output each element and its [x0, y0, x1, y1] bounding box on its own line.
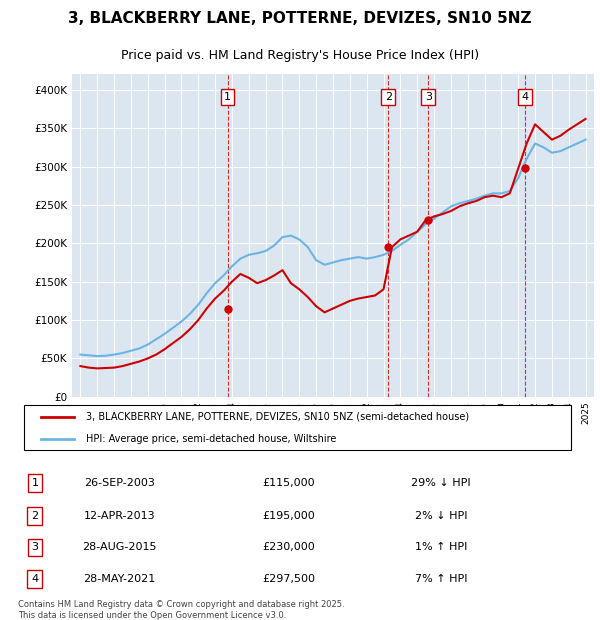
- Text: 12-APR-2013: 12-APR-2013: [84, 511, 155, 521]
- Text: £297,500: £297,500: [262, 574, 315, 584]
- Text: 2: 2: [385, 92, 392, 102]
- Text: 3, BLACKBERRY LANE, POTTERNE, DEVIZES, SN10 5NZ (semi-detached house): 3, BLACKBERRY LANE, POTTERNE, DEVIZES, S…: [86, 412, 469, 422]
- Text: 3: 3: [31, 542, 38, 552]
- Text: 4: 4: [521, 92, 529, 102]
- Text: 2% ↓ HPI: 2% ↓ HPI: [415, 511, 467, 521]
- Text: 1% ↑ HPI: 1% ↑ HPI: [415, 542, 467, 552]
- Text: 26-SEP-2003: 26-SEP-2003: [84, 479, 155, 489]
- Text: £230,000: £230,000: [262, 542, 315, 552]
- Text: £115,000: £115,000: [262, 479, 315, 489]
- Text: 29% ↓ HPI: 29% ↓ HPI: [411, 479, 471, 489]
- Text: 28-AUG-2015: 28-AUG-2015: [82, 542, 157, 552]
- Text: Contains HM Land Registry data © Crown copyright and database right 2025.
This d: Contains HM Land Registry data © Crown c…: [18, 600, 344, 619]
- Text: 28-MAY-2021: 28-MAY-2021: [83, 574, 155, 584]
- Text: 3, BLACKBERRY LANE, POTTERNE, DEVIZES, SN10 5NZ: 3, BLACKBERRY LANE, POTTERNE, DEVIZES, S…: [68, 11, 532, 26]
- Text: £195,000: £195,000: [262, 511, 315, 521]
- Text: Price paid vs. HM Land Registry's House Price Index (HPI): Price paid vs. HM Land Registry's House …: [121, 50, 479, 62]
- Text: 3: 3: [425, 92, 432, 102]
- Text: 1: 1: [224, 92, 231, 102]
- FancyBboxPatch shape: [23, 405, 571, 450]
- Text: HPI: Average price, semi-detached house, Wiltshire: HPI: Average price, semi-detached house,…: [86, 434, 336, 444]
- Text: 4: 4: [31, 574, 38, 584]
- Text: 2: 2: [31, 511, 38, 521]
- Text: 7% ↑ HPI: 7% ↑ HPI: [415, 574, 467, 584]
- Text: 1: 1: [31, 479, 38, 489]
